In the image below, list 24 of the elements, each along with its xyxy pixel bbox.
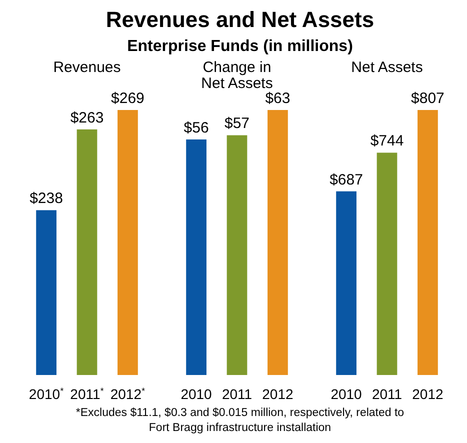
data-label: $263 bbox=[70, 109, 104, 126]
x-tick-label: 2012 bbox=[412, 386, 444, 402]
data-label: $238 bbox=[30, 190, 63, 208]
data-label: $57 bbox=[224, 115, 250, 132]
chart-title: Change in Net Assets bbox=[201, 59, 273, 92]
text: *Excludes $11.1, $0.3 and $0.015 million, respectively, related to Fort Bragg infrastructure installation bbox=[76, 407, 404, 434]
x-tick-label: 2011$^{*}$ bbox=[70, 386, 104, 402]
data-label: $56 bbox=[184, 119, 209, 136]
x-tick-label: 2012 bbox=[262, 386, 294, 402]
data-label: $63 bbox=[265, 90, 290, 107]
text: Revenues and Net Assets bbox=[106, 7, 374, 32]
x-tick-label: 2011 bbox=[372, 386, 402, 402]
chart-title: Net Assets bbox=[351, 59, 423, 76]
x-tick-label: 2010 bbox=[330, 386, 362, 402]
data-label: $744 bbox=[370, 132, 404, 150]
chart-title: Revenues bbox=[53, 59, 121, 76]
data-label: $269 bbox=[111, 90, 144, 107]
text: Enterprise Funds (in millions) bbox=[127, 38, 353, 55]
data-label: $807 bbox=[411, 90, 444, 107]
x-tick-label: 2010 bbox=[180, 386, 212, 402]
x-tick-label: 2010$^{*}$ bbox=[28, 386, 64, 402]
x-tick-label: 2012$^{*}$ bbox=[110, 386, 146, 402]
x-tick-label: 2011 bbox=[222, 386, 252, 402]
data-label: $687 bbox=[330, 171, 363, 188]
